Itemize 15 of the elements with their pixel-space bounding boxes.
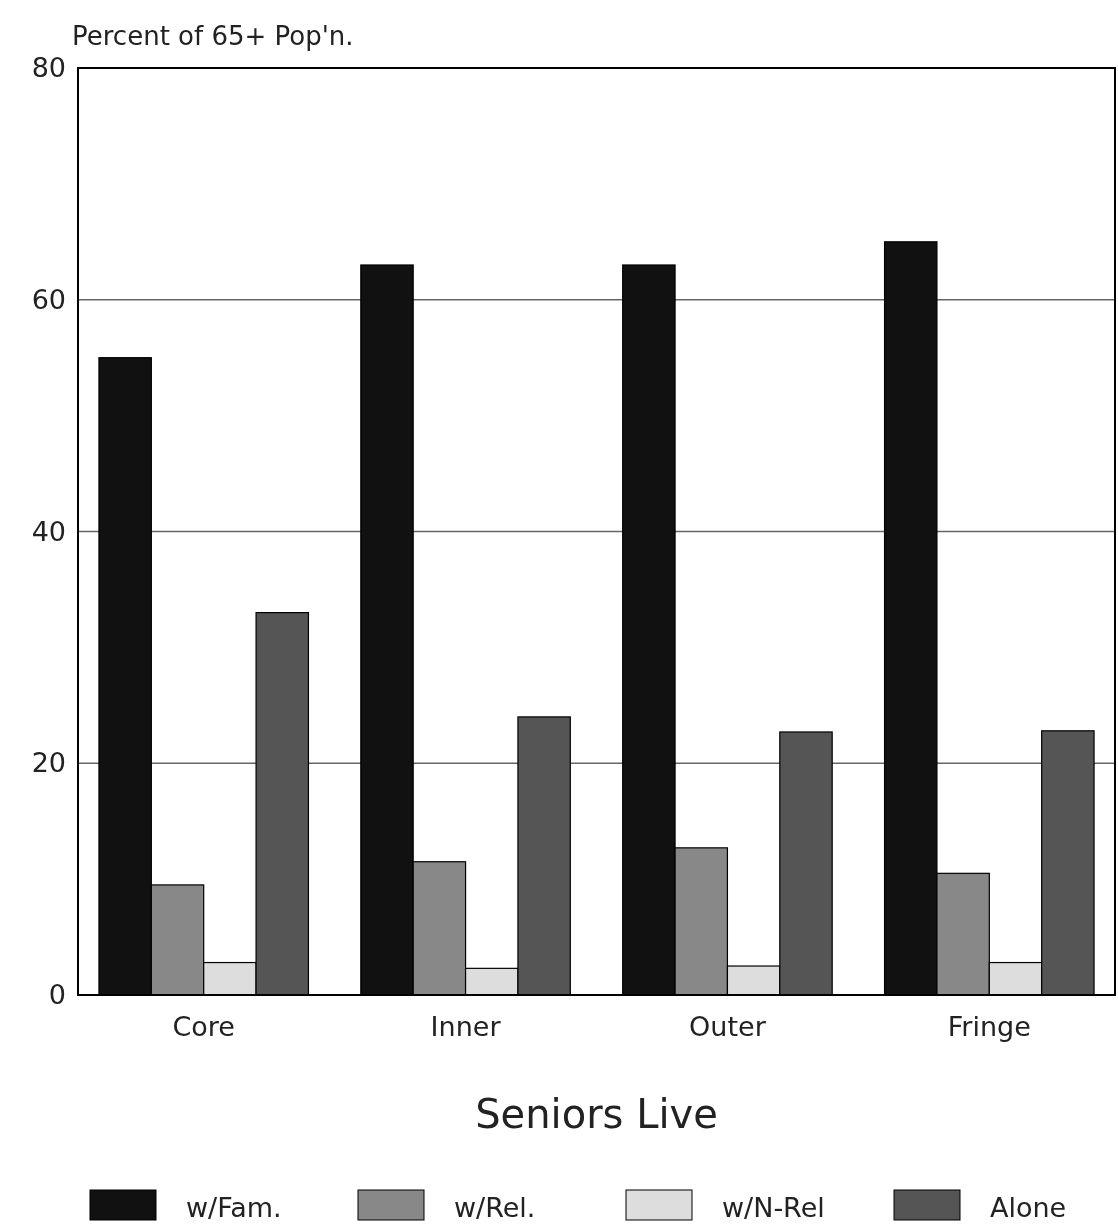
x-tick-label: Inner — [430, 1011, 502, 1043]
x-tick-label: Fringe — [947, 1011, 1031, 1043]
legend-label: w/N-Rel — [722, 1192, 825, 1223]
legend-label: w/Rel. — [454, 1192, 536, 1223]
y-tick-label: 60 — [31, 283, 66, 315]
x-tick-label: Outer — [689, 1011, 767, 1043]
y-tick-label: 20 — [31, 747, 66, 779]
y-tick-label: 0 — [48, 979, 66, 1011]
legend-label: w/Fam. — [186, 1192, 282, 1223]
y-tick-label: 40 — [31, 515, 66, 547]
y-tick-label: 80 — [31, 52, 66, 84]
x-tick-label: Core — [172, 1011, 235, 1043]
y-axis-title: Percent of 65+ Pop'n. — [72, 21, 354, 51]
legend-label: Alone — [990, 1192, 1067, 1223]
x-axis-title: Seniors Live — [475, 1091, 718, 1137]
